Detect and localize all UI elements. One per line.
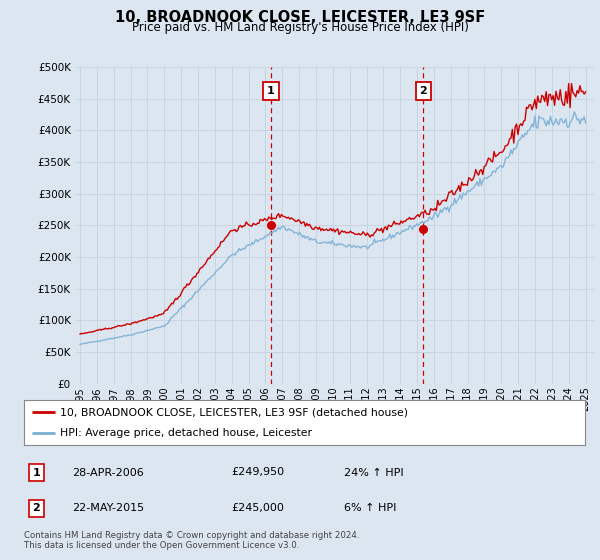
Text: 24% ↑ HPI: 24% ↑ HPI xyxy=(344,468,403,478)
Text: 10, BROADNOOK CLOSE, LEICESTER, LE3 9SF (detached house): 10, BROADNOOK CLOSE, LEICESTER, LE3 9SF … xyxy=(61,408,409,418)
Text: 28-APR-2006: 28-APR-2006 xyxy=(71,468,143,478)
Text: £245,000: £245,000 xyxy=(232,503,284,513)
Text: 2: 2 xyxy=(419,86,427,96)
Text: HPI: Average price, detached house, Leicester: HPI: Average price, detached house, Leic… xyxy=(61,428,313,438)
Text: 1: 1 xyxy=(32,468,40,478)
Text: 10, BROADNOOK CLOSE, LEICESTER, LE3 9SF: 10, BROADNOOK CLOSE, LEICESTER, LE3 9SF xyxy=(115,10,485,25)
Text: £249,950: £249,950 xyxy=(232,468,284,478)
Text: Price paid vs. HM Land Registry's House Price Index (HPI): Price paid vs. HM Land Registry's House … xyxy=(131,21,469,34)
Text: 22-MAY-2015: 22-MAY-2015 xyxy=(71,503,144,513)
Text: 2: 2 xyxy=(32,503,40,513)
Text: 1: 1 xyxy=(267,86,275,96)
Text: 6% ↑ HPI: 6% ↑ HPI xyxy=(344,503,396,513)
Text: Contains HM Land Registry data © Crown copyright and database right 2024.
This d: Contains HM Land Registry data © Crown c… xyxy=(24,531,359,550)
